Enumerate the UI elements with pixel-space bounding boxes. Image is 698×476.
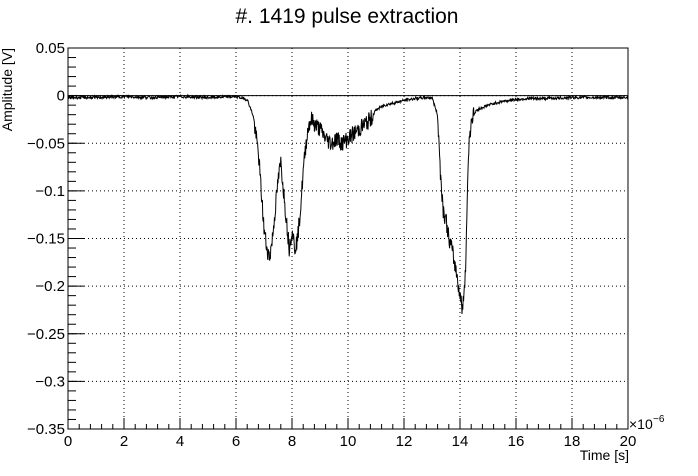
x-tick-label: 8: [288, 433, 296, 450]
x-tick-label: 16: [508, 433, 525, 450]
chart-title: #. 1419 pulse extraction: [236, 5, 459, 28]
x-multiplier-base: ×10: [629, 416, 653, 432]
x-tick-labels: 0 2 4 6 8 10 12 14 16 18 20: [64, 433, 637, 450]
x-tick-label: 18: [564, 433, 581, 450]
x-tick-label: 12: [396, 433, 413, 450]
x-tick-label: 0: [64, 433, 72, 450]
plot-frame: [67, 47, 629, 430]
y-tick-label: −0.15: [27, 231, 65, 248]
y-tick-label: −0.35: [27, 421, 65, 438]
grid-lines: [68, 48, 628, 429]
x-multiplier: ×10 −6: [629, 414, 665, 432]
y-tick-label: −0.2: [35, 278, 65, 295]
y-axis-label: Amplitude [V]: [0, 48, 15, 131]
y-tick-label: 0.05: [36, 40, 65, 57]
y-tick-label: −0.1: [35, 183, 65, 200]
x-tick-label: 20: [620, 433, 637, 450]
x-tick-label: 2: [120, 433, 128, 450]
y-tick-label: −0.05: [27, 135, 65, 152]
y-tick-labels: 0.05 0 −0.05 −0.1 −0.15 −0.2 −0.25 −0.3 −0.35: [27, 40, 65, 438]
x-tick-label: 10: [340, 433, 357, 450]
x-tick-label: 6: [232, 433, 240, 450]
y-tick-label: −0.25: [27, 326, 65, 343]
x-axis-label: Time [s]: [580, 447, 629, 463]
x-multiplier-exponent: −6: [653, 414, 665, 425]
x-tick-label: 14: [452, 433, 469, 450]
series-line: [67, 93, 629, 315]
y-tick-label: 0: [57, 88, 65, 105]
y-tick-label: −0.3: [35, 373, 65, 390]
x-tick-label: 4: [176, 433, 184, 450]
